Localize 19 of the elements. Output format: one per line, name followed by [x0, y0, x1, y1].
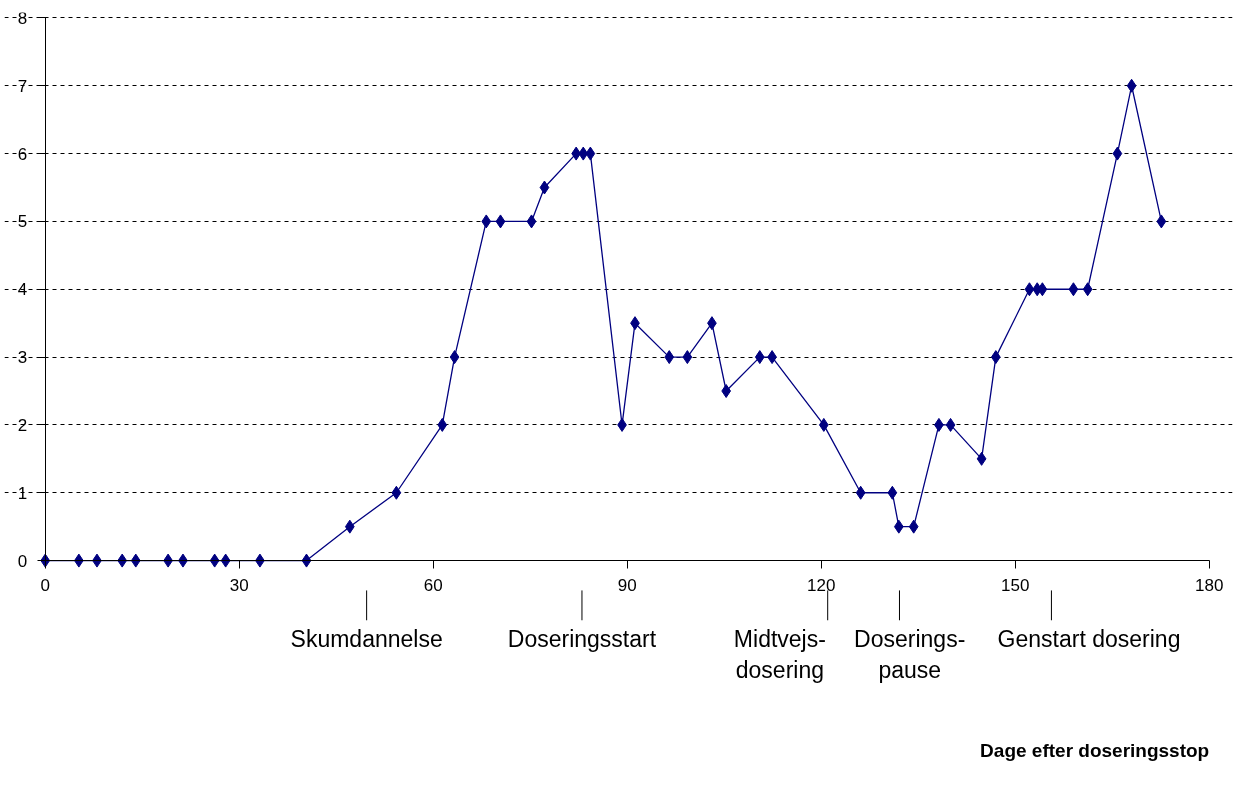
- x-tick-label: 30: [229, 575, 249, 595]
- x-tick-label: 90: [617, 575, 637, 595]
- text: Dage efter doseringsstop: [980, 739, 1210, 761]
- ref-line-label: Midtvejs- dosering: [733, 625, 826, 683]
- y-tick-label: 0: [17, 551, 28, 571]
- y-tick-label: 4: [17, 280, 28, 300]
- y-tick-label: 3: [17, 348, 28, 368]
- ref-line-label: Doserings- pause: [854, 625, 966, 683]
- x-tick-label: 150: [1001, 575, 1030, 595]
- ref-line-label: Doseringsstart: [507, 625, 657, 652]
- ref-line-label: Skumdannelse: [290, 625, 443, 652]
- x-tick-label: 60: [423, 575, 443, 595]
- ref-line-label: Genstart dosering: [997, 625, 1181, 652]
- x-tick-label: 180: [1195, 575, 1224, 595]
- y-tick-label: 2: [17, 415, 28, 435]
- x-tick-label: 120: [807, 575, 836, 595]
- y-tick-label: 7: [17, 76, 28, 96]
- x-tick-label: 0: [40, 575, 50, 595]
- y-tick-label: 5: [17, 212, 28, 232]
